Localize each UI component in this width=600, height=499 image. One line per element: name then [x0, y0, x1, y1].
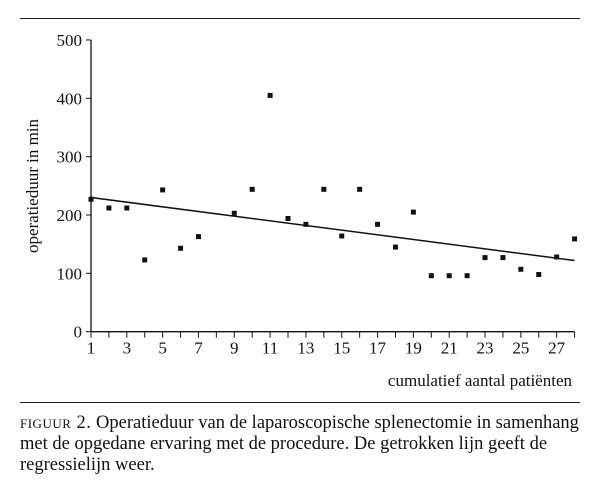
data-point	[446, 273, 452, 279]
x-tick-label: 1	[87, 339, 96, 358]
data-point	[106, 205, 112, 211]
y-tick-label: 0	[74, 323, 83, 342]
x-tick-label: 15	[333, 339, 350, 358]
x-tick-label: 7	[194, 339, 203, 358]
data-point	[195, 234, 201, 240]
x-tick-label: 27	[548, 339, 566, 358]
y-axis-label: operatieduur in min	[23, 118, 42, 253]
x-tick-label: 13	[297, 339, 314, 358]
y-tick-label: 100	[57, 264, 83, 283]
data-point	[160, 187, 166, 193]
data-point	[142, 257, 148, 263]
y-tick-label: 500	[57, 31, 83, 50]
x-tick-label: 11	[262, 339, 278, 358]
data-point	[267, 92, 273, 98]
caption-rule	[20, 402, 580, 403]
y-tick-label: 400	[57, 89, 83, 108]
caption-label: figuur 2.	[20, 413, 92, 433]
data-point	[554, 254, 560, 260]
data-point	[231, 210, 237, 216]
data-point	[536, 272, 542, 278]
caption-text: Operatieduur van de laparoscopische sple…	[20, 413, 579, 475]
data-point	[572, 236, 578, 242]
x-tick-label: 25	[512, 339, 529, 358]
data-point	[500, 255, 506, 261]
x-tick-label: 21	[441, 339, 458, 358]
data-point	[392, 244, 398, 250]
data-point	[249, 186, 255, 192]
x-tick-label: 5	[158, 339, 167, 358]
data-point	[482, 255, 488, 261]
data-point	[410, 209, 416, 215]
data-point	[88, 196, 94, 202]
figure-caption: figuur 2. Operatieduur van de laparoscop…	[20, 413, 590, 476]
x-tick-label: 23	[477, 339, 494, 358]
data-point	[464, 273, 470, 279]
top-rule	[20, 18, 580, 19]
x-tick-label: 17	[369, 339, 387, 358]
x-tick-label: 9	[230, 339, 239, 358]
data-point	[303, 221, 309, 227]
data-point	[375, 221, 381, 227]
regression-line	[90, 196, 575, 262]
x-axis-label: cumulatief aantal patiënten	[388, 371, 573, 390]
data-point	[357, 186, 363, 192]
x-tick-label: 19	[405, 339, 422, 358]
data-point	[321, 186, 327, 192]
x-tick-label: 3	[123, 339, 132, 358]
data-point	[178, 245, 184, 251]
data-point	[285, 216, 291, 222]
data-point	[339, 233, 345, 239]
data-point	[518, 266, 524, 272]
y-tick-label: 200	[57, 206, 83, 225]
data-point	[428, 273, 434, 279]
y-tick-label: 300	[57, 148, 83, 167]
data-point	[124, 205, 130, 211]
